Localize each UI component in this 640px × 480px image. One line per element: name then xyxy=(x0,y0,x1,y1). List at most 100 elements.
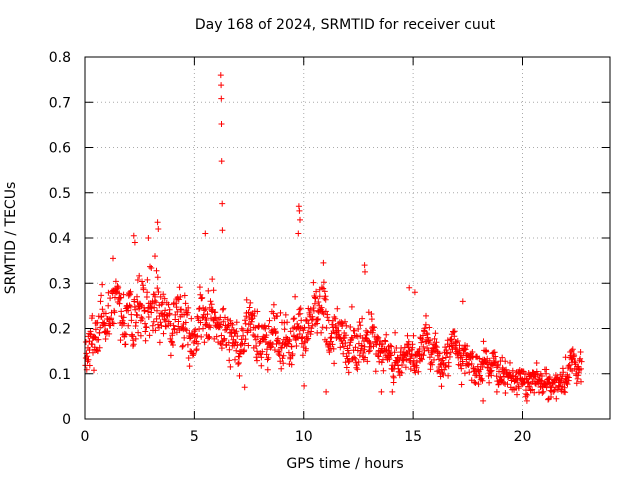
data-point xyxy=(569,346,576,353)
data-point xyxy=(564,381,571,388)
data-point xyxy=(406,284,413,291)
data-point xyxy=(120,320,127,327)
data-point xyxy=(485,373,492,379)
data-points xyxy=(82,72,585,404)
data-point xyxy=(86,362,93,369)
data-point xyxy=(323,388,330,395)
data-point xyxy=(577,349,584,355)
data-point xyxy=(421,347,428,354)
data-point xyxy=(352,355,359,362)
data-point xyxy=(132,306,139,313)
data-point xyxy=(254,357,260,364)
data-point xyxy=(263,332,270,339)
data-point xyxy=(221,335,228,342)
x-tick-label: 0 xyxy=(81,429,90,445)
data-point xyxy=(253,343,260,349)
data-point xyxy=(95,336,102,343)
data-point xyxy=(448,336,455,343)
data-point xyxy=(438,383,445,390)
data-point xyxy=(398,369,405,376)
data-point xyxy=(276,339,283,346)
data-point xyxy=(202,306,209,313)
data-point xyxy=(290,316,297,323)
data-point xyxy=(184,341,191,348)
data-point xyxy=(488,367,495,374)
data-point xyxy=(410,357,417,364)
data-point xyxy=(182,319,189,326)
data-point xyxy=(154,285,161,292)
data-point xyxy=(315,299,322,305)
data-point xyxy=(161,295,168,302)
data-point xyxy=(320,285,327,292)
data-point xyxy=(264,366,271,373)
data-point xyxy=(440,371,447,378)
data-point xyxy=(446,353,453,360)
data-point xyxy=(134,277,141,283)
data-point xyxy=(362,354,368,361)
data-point xyxy=(399,362,405,368)
data-point xyxy=(123,331,129,338)
data-point xyxy=(287,328,294,335)
data-point xyxy=(439,355,446,362)
data-point xyxy=(178,306,185,313)
data-point xyxy=(302,345,309,352)
data-point xyxy=(220,318,227,325)
data-point xyxy=(151,304,158,311)
data-point xyxy=(204,311,211,318)
data-point xyxy=(359,315,366,322)
data-point xyxy=(364,358,371,365)
data-point xyxy=(376,358,383,365)
data-point xyxy=(242,317,248,324)
data-point xyxy=(297,216,303,223)
data-point xyxy=(327,335,334,341)
data-point xyxy=(216,324,223,331)
data-point xyxy=(153,299,159,306)
data-point xyxy=(459,360,466,367)
data-point xyxy=(145,314,152,320)
data-point xyxy=(342,318,348,325)
data-point xyxy=(472,380,479,386)
data-point xyxy=(131,296,138,303)
data-point xyxy=(235,361,242,367)
data-point xyxy=(117,294,124,301)
data-point xyxy=(258,354,265,361)
data-point xyxy=(318,284,325,291)
data-point xyxy=(332,315,339,322)
data-point xyxy=(225,339,232,346)
data-point xyxy=(108,315,115,322)
data-point xyxy=(355,326,362,332)
x-axis-label: GPS time / hours xyxy=(286,456,404,472)
data-point xyxy=(459,298,466,305)
data-point xyxy=(341,334,348,341)
data-point xyxy=(135,329,142,336)
data-point xyxy=(571,352,578,359)
data-point xyxy=(274,313,281,320)
data-point xyxy=(372,368,379,375)
data-point xyxy=(305,335,312,342)
data-point xyxy=(125,322,132,329)
data-point xyxy=(210,287,217,294)
data-point xyxy=(301,382,308,389)
data-point xyxy=(236,353,243,360)
data-point xyxy=(110,255,116,262)
data-point xyxy=(242,336,249,343)
data-point xyxy=(313,288,320,295)
data-point xyxy=(546,374,553,381)
data-point xyxy=(105,302,112,309)
data-point xyxy=(533,360,540,366)
data-point xyxy=(207,298,214,305)
data-point xyxy=(158,310,164,317)
data-point xyxy=(241,384,248,391)
data-point xyxy=(256,340,263,346)
data-point xyxy=(423,312,429,319)
data-point xyxy=(128,317,135,324)
data-point xyxy=(492,353,499,360)
grid-lines xyxy=(85,57,610,419)
data-point xyxy=(423,330,430,337)
data-point xyxy=(418,339,425,346)
data-point xyxy=(92,326,99,333)
data-point xyxy=(303,316,309,323)
data-point xyxy=(296,306,303,313)
data-point xyxy=(456,342,463,349)
data-point xyxy=(345,350,352,357)
